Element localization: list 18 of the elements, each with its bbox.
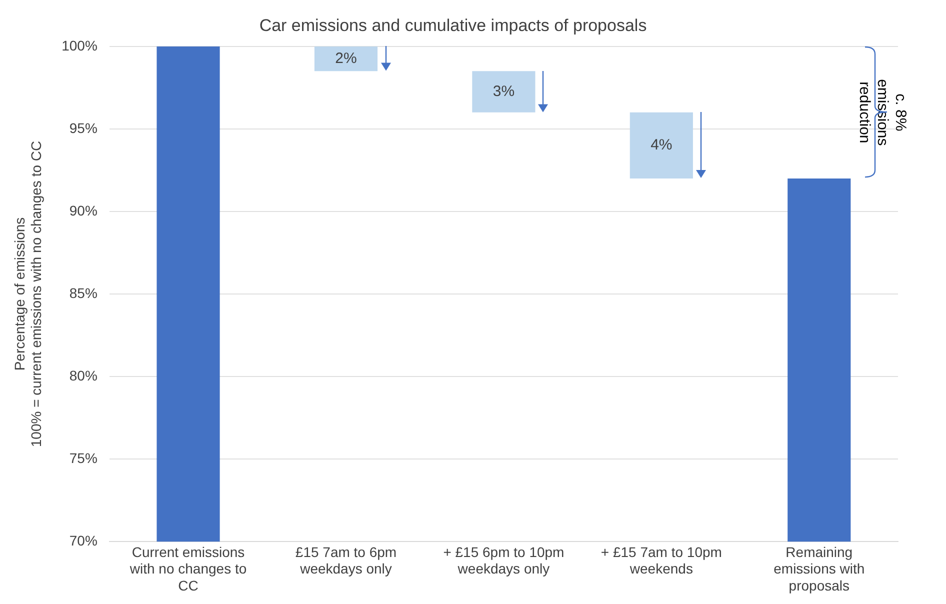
data-label: 4% — [650, 136, 672, 154]
y-tick-label: 80% — [69, 367, 98, 384]
data-label: 2% — [335, 50, 357, 67]
x-tick-label: £15 7am to 6pm weekdays only — [295, 544, 397, 577]
annotation: c. 8% emissions reduction — [856, 79, 909, 146]
x-tick-label: Current emissions with no changes to CC — [128, 544, 247, 594]
data-label: 3% — [492, 82, 515, 100]
y-tick-label: 90% — [69, 202, 98, 218]
x-tick-label: + £15 7am to 10pm weekends — [600, 544, 722, 577]
y-tick-label: 85% — [69, 284, 98, 301]
x-tick-label: Remaining emissions with proposals — [774, 544, 865, 594]
y-tick-label: 95% — [69, 120, 98, 136]
y-tick-label: 75% — [69, 450, 98, 466]
y-tick-label: 100% — [62, 37, 98, 54]
y-tick-label: 70% — [69, 532, 98, 548]
y-axis-title: Percentage of emissions 100% = current emissions with no changes to CC — [11, 140, 44, 448]
chart-title: Car emissions and cumulative impacts of proposals — [259, 16, 647, 35]
x-tick-label: + £15 6pm to 10pm weekdays only — [443, 544, 564, 577]
